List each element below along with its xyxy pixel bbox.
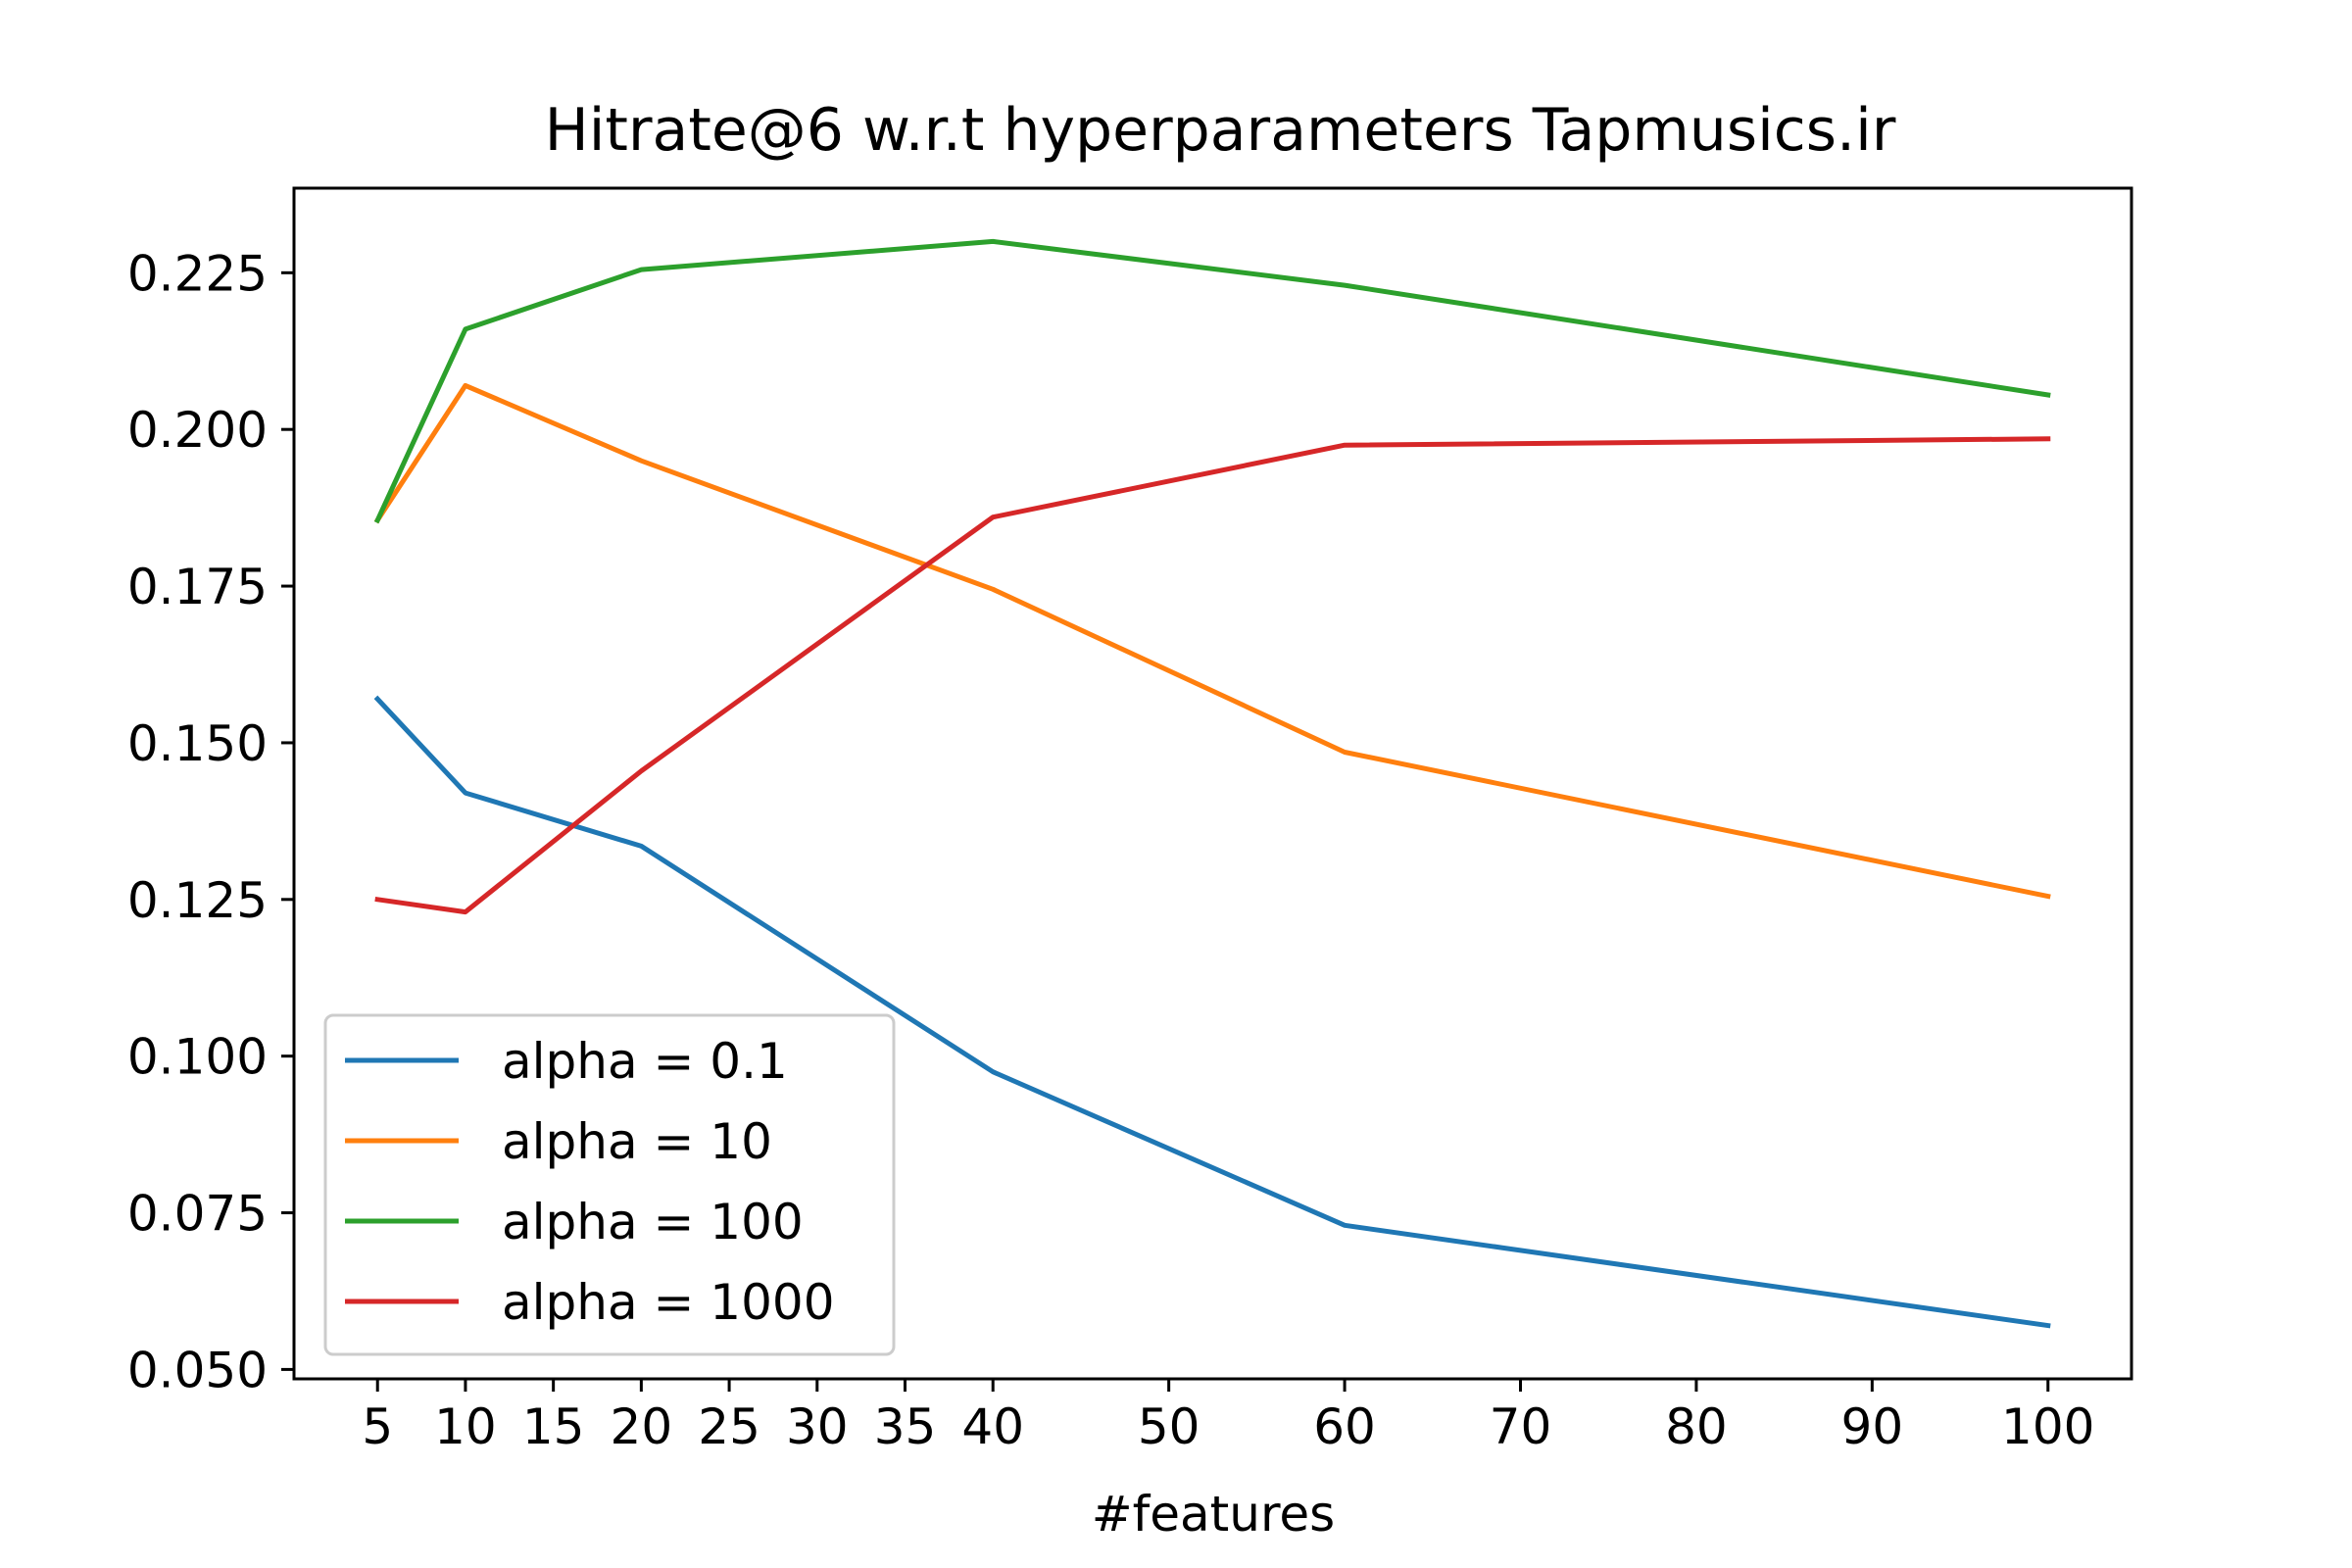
x-tick-label: 100 [2001, 1398, 2094, 1455]
y-tick-label: 0.075 [127, 1186, 268, 1243]
series-line-1 [373, 382, 2051, 900]
x-tick-label: 25 [698, 1398, 760, 1455]
y-tick-label: 0.100 [127, 1029, 268, 1086]
chart-title: Hitrate@6 w.r.t hyperparameters Tapmusic… [545, 96, 1896, 165]
x-tick-label: 90 [1841, 1398, 1904, 1455]
x-tick-label: 80 [1665, 1398, 1728, 1455]
y-tick-label: 0.200 [127, 402, 268, 459]
x-tick-label: 30 [786, 1398, 849, 1455]
y-tick-label: 0.175 [127, 559, 268, 615]
x-tick-label: 35 [874, 1398, 937, 1455]
plot-frame [292, 186, 2133, 1381]
legend-label-2: alpha = 100 [502, 1194, 804, 1250]
x-tick-label: 15 [522, 1398, 585, 1455]
series-line-3 [374, 436, 2051, 915]
legend-label-3: alpha = 1000 [502, 1274, 835, 1331]
series-line-0 [373, 695, 2051, 1329]
legend: alpha = 0.1 alpha = 10 alpha = 100 alpha = … [323, 1013, 896, 1356]
x-tick-label: 70 [1490, 1398, 1552, 1455]
y-tick-label: 0.050 [127, 1342, 268, 1398]
x-tick-label: 20 [611, 1398, 673, 1455]
x-tick-label: 10 [434, 1398, 497, 1455]
x-tick-label: 40 [961, 1398, 1024, 1455]
x-tick-label: 50 [1138, 1398, 1200, 1455]
legend-label-0: alpha = 0.1 [502, 1033, 788, 1090]
x-tick-label: 5 [362, 1398, 393, 1455]
y-axis-ticks: 0.050 0.075 0.100 0.125 0.150 0.175 0.200 0.225 [127, 245, 294, 1398]
y-tick-label: 0.225 [127, 245, 268, 302]
y-tick-label: 0.150 [127, 715, 268, 772]
legend-box [323, 1013, 896, 1356]
x-axis-ticks: 5 10 15 20 25 30 35 40 50 60 70 80 90 100 [362, 1379, 2094, 1455]
y-tick-label: 0.125 [127, 872, 268, 929]
x-axis-label: #features [1092, 1486, 1335, 1543]
series-lines [373, 238, 2051, 1329]
legend-label-1: alpha = 10 [502, 1113, 772, 1170]
series-line-2 [373, 238, 2051, 524]
x-tick-label: 60 [1313, 1398, 1376, 1455]
